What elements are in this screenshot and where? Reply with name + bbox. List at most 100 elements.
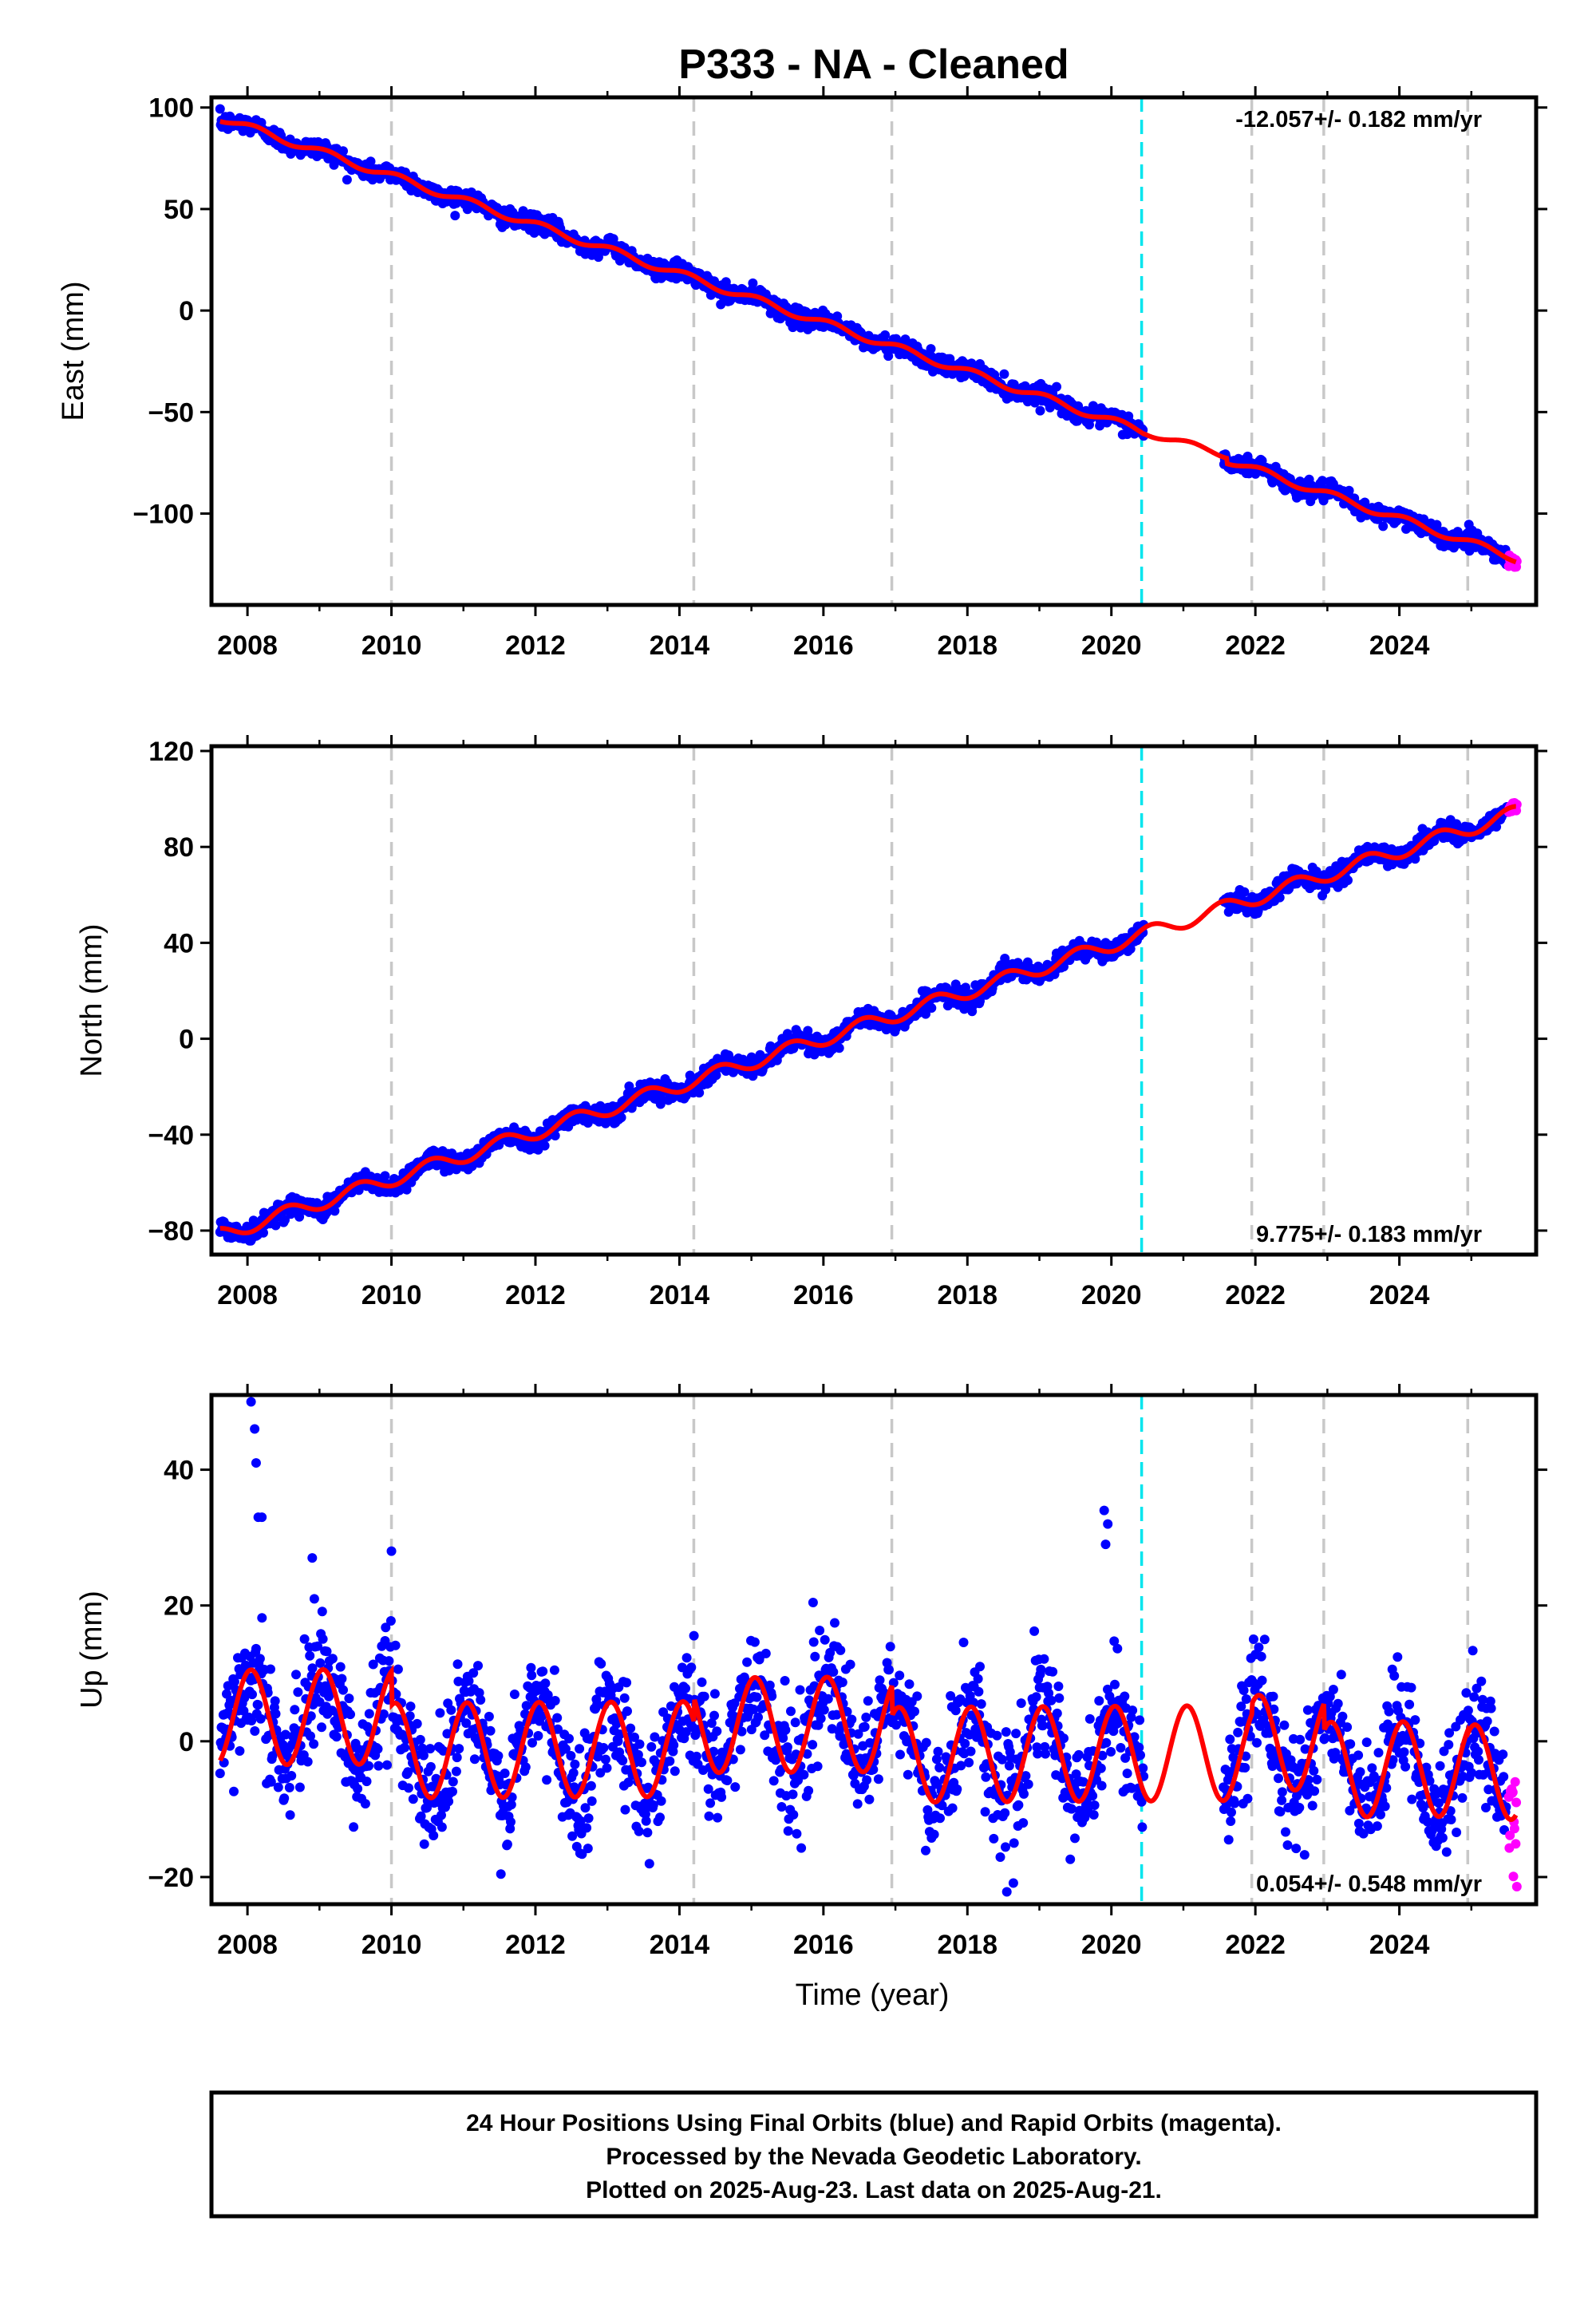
final-orbit-point: [904, 1679, 915, 1690]
final-orbit-point: [699, 1691, 709, 1701]
final-orbit-point: [533, 1731, 543, 1741]
final-orbit-point: [235, 1746, 245, 1756]
final-orbit-point: [364, 1761, 373, 1771]
final-orbit-point: [327, 1654, 338, 1664]
final-orbit-point: [540, 1678, 551, 1689]
final-orbit-point: [349, 1822, 359, 1832]
final-orbit-point: [634, 1826, 644, 1836]
x-tick-label: 2022: [1225, 630, 1286, 661]
x-tick-label: 2020: [1081, 1280, 1142, 1310]
x-tick-label: 2016: [793, 630, 854, 661]
up-panel: 2008 2010 2012 2014 2016 2018 2020 2022 20244020…: [75, 1384, 1547, 1960]
final-orbit-point: [834, 1043, 844, 1053]
final-orbit-point: [786, 1706, 796, 1717]
final-orbit-point: [704, 1811, 714, 1821]
final-orbit-point: [722, 1776, 733, 1785]
final-orbit-point: [215, 1769, 225, 1779]
final-orbit-point: [338, 146, 348, 156]
final-orbit-point: [753, 1712, 763, 1722]
velocity-annotation: -12.057+/- 0.182 mm/yr: [1235, 107, 1482, 132]
final-orbit-point: [509, 1690, 519, 1699]
velocity-annotation: 9.775+/- 0.183 mm/yr: [1256, 1222, 1482, 1247]
final-orbit-point: [1452, 527, 1463, 537]
final-orbit-point: [792, 1828, 802, 1839]
x-tick-label: 2020: [1081, 630, 1142, 661]
final-orbit-point: [717, 1792, 727, 1802]
final-orbit-point: [476, 1695, 486, 1705]
final-orbit-point: [408, 1794, 418, 1804]
y-tick-label: 0: [179, 1025, 194, 1055]
final-orbit-point: [1274, 892, 1285, 903]
final-orbit-point: [380, 1171, 390, 1181]
final-orbit-point: [284, 1782, 294, 1792]
y-tick-label: 0: [179, 296, 194, 326]
final-orbit-point: [404, 1783, 413, 1793]
final-orbit-point: [454, 1744, 464, 1754]
north-panel: 2008 2010 2012 2014 2016 2018 2020 2022 20241208…: [75, 735, 1547, 1310]
final-orbit-point: [859, 1721, 870, 1732]
final-orbit-point: [469, 1754, 480, 1765]
final-orbit-point: [602, 1763, 612, 1773]
final-orbit-point: [564, 1733, 574, 1744]
final-orbit-point: [780, 1725, 791, 1735]
final-orbit-point: [251, 1643, 261, 1654]
final-orbit-point: [365, 156, 376, 167]
final-orbit-point: [895, 1749, 905, 1760]
final-orbit-point: [280, 1215, 290, 1225]
final-orbit-point: [364, 1709, 374, 1719]
final-orbit-point: [1239, 887, 1250, 897]
final-orbit-point: [752, 1692, 762, 1702]
x-tick-label: 2024: [1369, 630, 1430, 661]
y-tick-label: −80: [148, 1216, 194, 1247]
final-orbit-point: [570, 1759, 580, 1769]
plot-frame: [209, 95, 1539, 607]
final-orbit-point: [550, 1696, 560, 1705]
final-orbit-point: [496, 1869, 506, 1879]
final-orbit-point: [271, 1220, 281, 1231]
final-orbit-point: [929, 1829, 939, 1840]
final-orbit-point: [309, 1739, 319, 1749]
final-orbit-point: [247, 1690, 257, 1700]
final-orbit-point: [837, 1678, 847, 1687]
final-orbit-point: [330, 1206, 340, 1216]
final-orbit-point: [656, 1796, 666, 1806]
y-tick-label: −50: [148, 397, 194, 428]
final-orbit-point: [804, 1785, 814, 1796]
final-orbit-point: [385, 1616, 396, 1626]
final-orbit-point: [670, 1766, 680, 1777]
final-orbit-point: [373, 1744, 383, 1754]
final-orbit-point: [626, 1723, 636, 1733]
east-panel: 2008 2010 2012 2014 2016 2018 2020 2022 20241005…: [57, 86, 1547, 661]
final-orbit-point: [910, 1706, 919, 1717]
final-orbit-point: [828, 1667, 839, 1677]
final-orbit-point: [542, 1775, 552, 1785]
final-orbit-point: [412, 1718, 422, 1729]
final-orbit-point: [550, 1131, 560, 1140]
final-orbit-point: [485, 1725, 496, 1736]
x-tick-label: 2008: [217, 1280, 278, 1310]
final-orbit-point: [622, 1678, 632, 1688]
final-orbit-point: [641, 1816, 651, 1826]
final-orbit-point: [903, 1769, 913, 1780]
final-orbit-point: [1125, 944, 1136, 954]
final-orbit-point: [697, 1677, 707, 1687]
final-orbit-point: [646, 1741, 657, 1752]
final-orbit-point: [253, 1700, 263, 1710]
final-orbit-point: [742, 1657, 753, 1667]
final-orbit-point: [299, 1634, 310, 1644]
y-tick-label: −100: [132, 500, 194, 530]
final-orbit-point: [624, 1081, 634, 1092]
final-orbit-point: [845, 1659, 855, 1670]
final-orbit-point: [776, 1802, 787, 1812]
final-orbit-point: [1378, 521, 1389, 532]
final-orbit-point: [315, 1658, 326, 1668]
final-orbit-point: [735, 1745, 745, 1755]
final-orbit-point: [782, 1742, 792, 1753]
final-orbit-point: [622, 1706, 632, 1717]
final-orbit-point: [999, 369, 1009, 379]
final-orbit-point: [527, 1670, 537, 1681]
x-tick-label: 2016: [793, 1280, 854, 1310]
final-orbit-point: [309, 1594, 319, 1604]
final-orbit-point: [425, 1744, 436, 1754]
final-orbit-point: [294, 1782, 305, 1792]
